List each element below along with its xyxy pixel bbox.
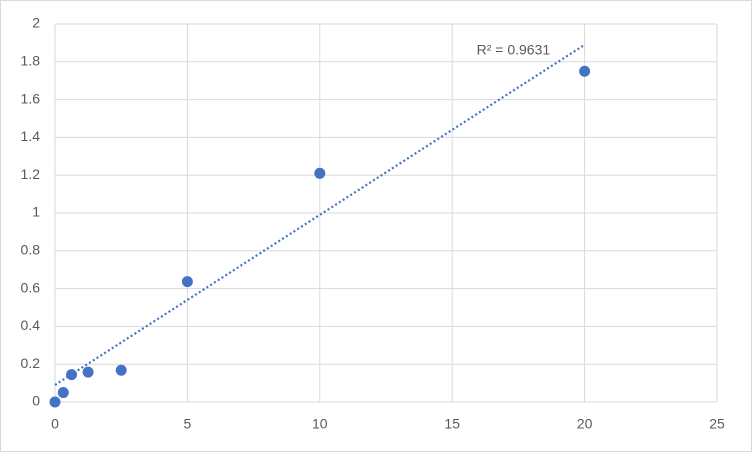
x-tick-label: 5 xyxy=(184,416,192,432)
point xyxy=(49,396,61,408)
trendline-label: R² = 0.9631 xyxy=(477,41,551,57)
y-tick-label: 1 xyxy=(32,204,40,220)
y-tick-label: 0.8 xyxy=(21,242,41,258)
y-tick-label: 1.8 xyxy=(21,53,41,69)
point xyxy=(579,65,591,77)
point xyxy=(57,387,69,399)
x-tick-label: 15 xyxy=(444,416,460,432)
point xyxy=(66,369,78,381)
y-tick-label: 0.4 xyxy=(21,317,41,333)
point xyxy=(181,276,193,288)
y-tick-label: 1.4 xyxy=(21,128,41,144)
y-tick-label: 1.6 xyxy=(21,90,41,106)
y-tick-label: 1.2 xyxy=(21,166,41,182)
point xyxy=(115,364,127,376)
point xyxy=(82,366,94,378)
x-tick-label: 10 xyxy=(312,416,328,432)
y-tick-label: 0.2 xyxy=(21,355,41,371)
x-tick-label: 20 xyxy=(577,416,593,432)
x-tick-label: 0 xyxy=(51,416,59,432)
point xyxy=(314,167,326,179)
y-tick-label: 0 xyxy=(32,393,40,409)
x-tick-label: 25 xyxy=(709,416,725,432)
trendline xyxy=(54,43,586,386)
y-tick-label: 0.6 xyxy=(21,279,41,295)
y-tick-label: 2 xyxy=(32,15,40,31)
